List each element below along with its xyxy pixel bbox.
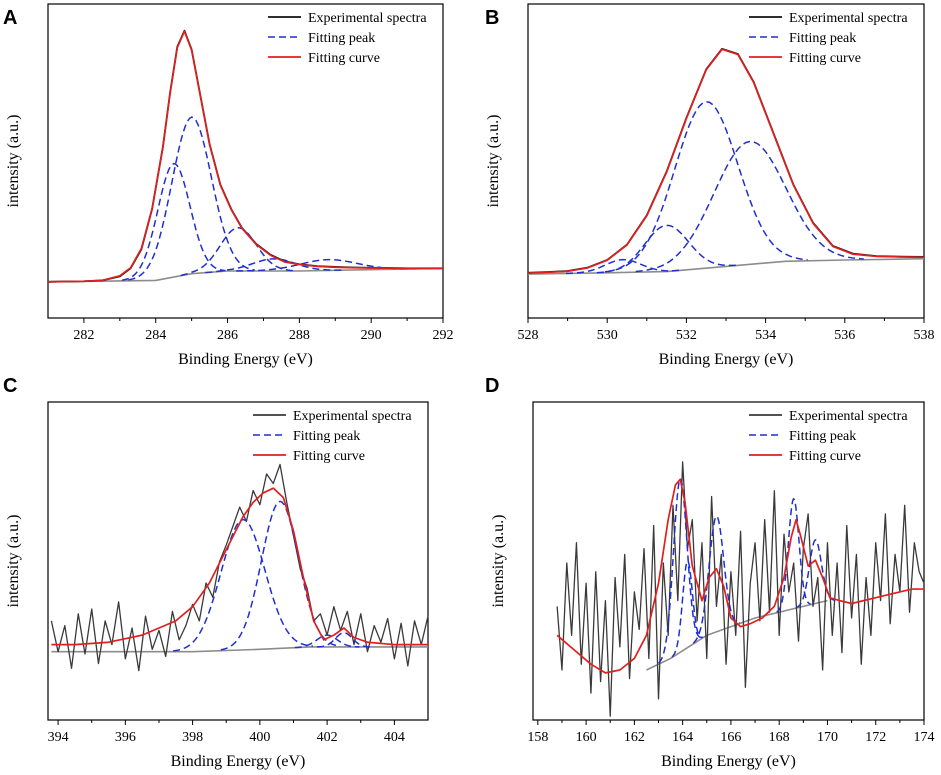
x-tick-label: 528: [518, 328, 539, 343]
legend-label: Fitting curve: [293, 449, 365, 464]
x-tick-label: 166: [720, 730, 741, 745]
legend-label: Experimental spectra: [308, 11, 427, 26]
y-axis-title: intensity (a.u.): [490, 515, 507, 608]
legend-label: Experimental spectra: [789, 11, 908, 26]
x-tick-label: 164: [672, 730, 693, 745]
fitting-peak-2: [671, 560, 704, 658]
fitting-peak-1: [565, 258, 681, 275]
legend-label: Fitting peak: [293, 429, 360, 444]
y-axis-title: intensity (a.u.): [485, 115, 502, 208]
legend-label: Fitting peak: [789, 31, 856, 46]
x-tick-label: 292: [433, 328, 454, 343]
experimental-spectra-line: [47, 29, 443, 283]
legend: Experimental spectra Fitting peak Fitting …: [268, 11, 427, 66]
legend-label: Fitting curve: [789, 51, 861, 66]
panel-c: C 394 396 398 400 402 404 Binding Energy (eV) in…: [3, 375, 429, 770]
x-tick-label: 402: [317, 730, 338, 745]
legend-label: Fitting peak: [308, 31, 375, 46]
x-axis-title: Binding Energy (eV): [659, 351, 794, 368]
fitting-peak-4: [776, 497, 811, 613]
x-tick-label: 162: [624, 730, 645, 745]
panel-letter: D: [485, 375, 499, 397]
fitting-curve-line: [51, 487, 428, 646]
fitting-curve-line: [527, 48, 925, 274]
fitting-peak-1: [658, 477, 702, 664]
y-axis-title: intensity (a.u.): [5, 115, 22, 208]
x-axis-title: Binding Energy (eV): [178, 351, 313, 368]
panel-b: B 528 530 532 534 536 538 Binding Energy (eV) in…: [485, 3, 935, 368]
x-tick-label: 288: [289, 328, 310, 343]
x-tick-label: 400: [249, 730, 270, 745]
experimental-spectra-line: [50, 463, 429, 672]
panel-letter: C: [3, 375, 17, 397]
x-tick-label: 168: [769, 730, 790, 745]
legend: Experimental spectra Fitting peak Fitting …: [749, 11, 908, 66]
x-tick-label: 398: [182, 730, 203, 745]
plot-frame: [532, 401, 925, 721]
panel-a: A 282 284 286 288 290 292 Binding Energy (eV) in…: [3, 3, 454, 368]
legend: Experimental spectra Fitting peak Fitting …: [253, 409, 412, 464]
legend-label: Experimental spectra: [293, 409, 412, 424]
fitting-peak-5: [795, 539, 835, 609]
panel-d: D 158 160 162 164 166 168 170 172 174 Binding Ener…: [485, 375, 935, 770]
x-tick-label: 530: [597, 328, 618, 343]
fitting-peak-4: [635, 140, 864, 273]
background-baseline: [51, 646, 428, 653]
fitting-peak-1: [121, 162, 226, 281]
fitting-peak-1: [172, 518, 314, 652]
x-tick-label: 536: [834, 328, 855, 343]
panel-letter: B: [485, 7, 499, 29]
background-baseline: [646, 599, 828, 671]
x-tick-label: 286: [217, 328, 238, 343]
plot-frame: [47, 3, 444, 319]
experimental-spectra-line: [527, 47, 925, 274]
x-tick-label: 282: [73, 328, 94, 343]
x-tick-label: 538: [914, 328, 935, 343]
x-tick-label: 158: [527, 730, 548, 745]
legend: Experimental spectra Fitting peak Fitting …: [749, 409, 908, 464]
fitting-curve-line: [556, 478, 924, 674]
fitting-peak-2: [128, 116, 255, 281]
fitting-peak-2: [596, 224, 737, 274]
background-baseline: [527, 257, 925, 275]
legend-label: Fitting curve: [308, 51, 380, 66]
legend-label: Fitting curve: [789, 449, 861, 464]
x-tick-label: 170: [817, 730, 838, 745]
x-tick-label: 394: [48, 730, 69, 745]
x-tick-label: 534: [755, 328, 776, 343]
x-axis-title: Binding Energy (eV): [171, 753, 306, 770]
y-axis-title: intensity (a.u.): [5, 515, 22, 608]
x-tick-label: 172: [865, 730, 886, 745]
x-tick-label: 404: [384, 730, 405, 745]
x-tick-label: 290: [361, 328, 382, 343]
panel-letter: A: [3, 7, 17, 29]
experimental-spectra-line: [556, 461, 925, 717]
x-axis-title: Binding Energy (eV): [661, 753, 796, 770]
x-tick-label: 174: [914, 730, 935, 745]
fitting-peak-4: [205, 258, 344, 274]
fitting-peak-3: [180, 227, 296, 277]
fitting-peak-3: [604, 100, 808, 273]
x-tick-label: 396: [115, 730, 136, 745]
fitting-curve-line: [47, 30, 443, 283]
legend-label: Experimental spectra: [789, 409, 908, 424]
plot-frame: [47, 401, 429, 721]
x-tick-label: 160: [576, 730, 597, 745]
x-tick-label: 284: [145, 328, 166, 343]
fitting-peak-3: [294, 634, 360, 649]
x-tick-label: 532: [676, 328, 697, 343]
legend-label: Fitting peak: [789, 429, 856, 444]
